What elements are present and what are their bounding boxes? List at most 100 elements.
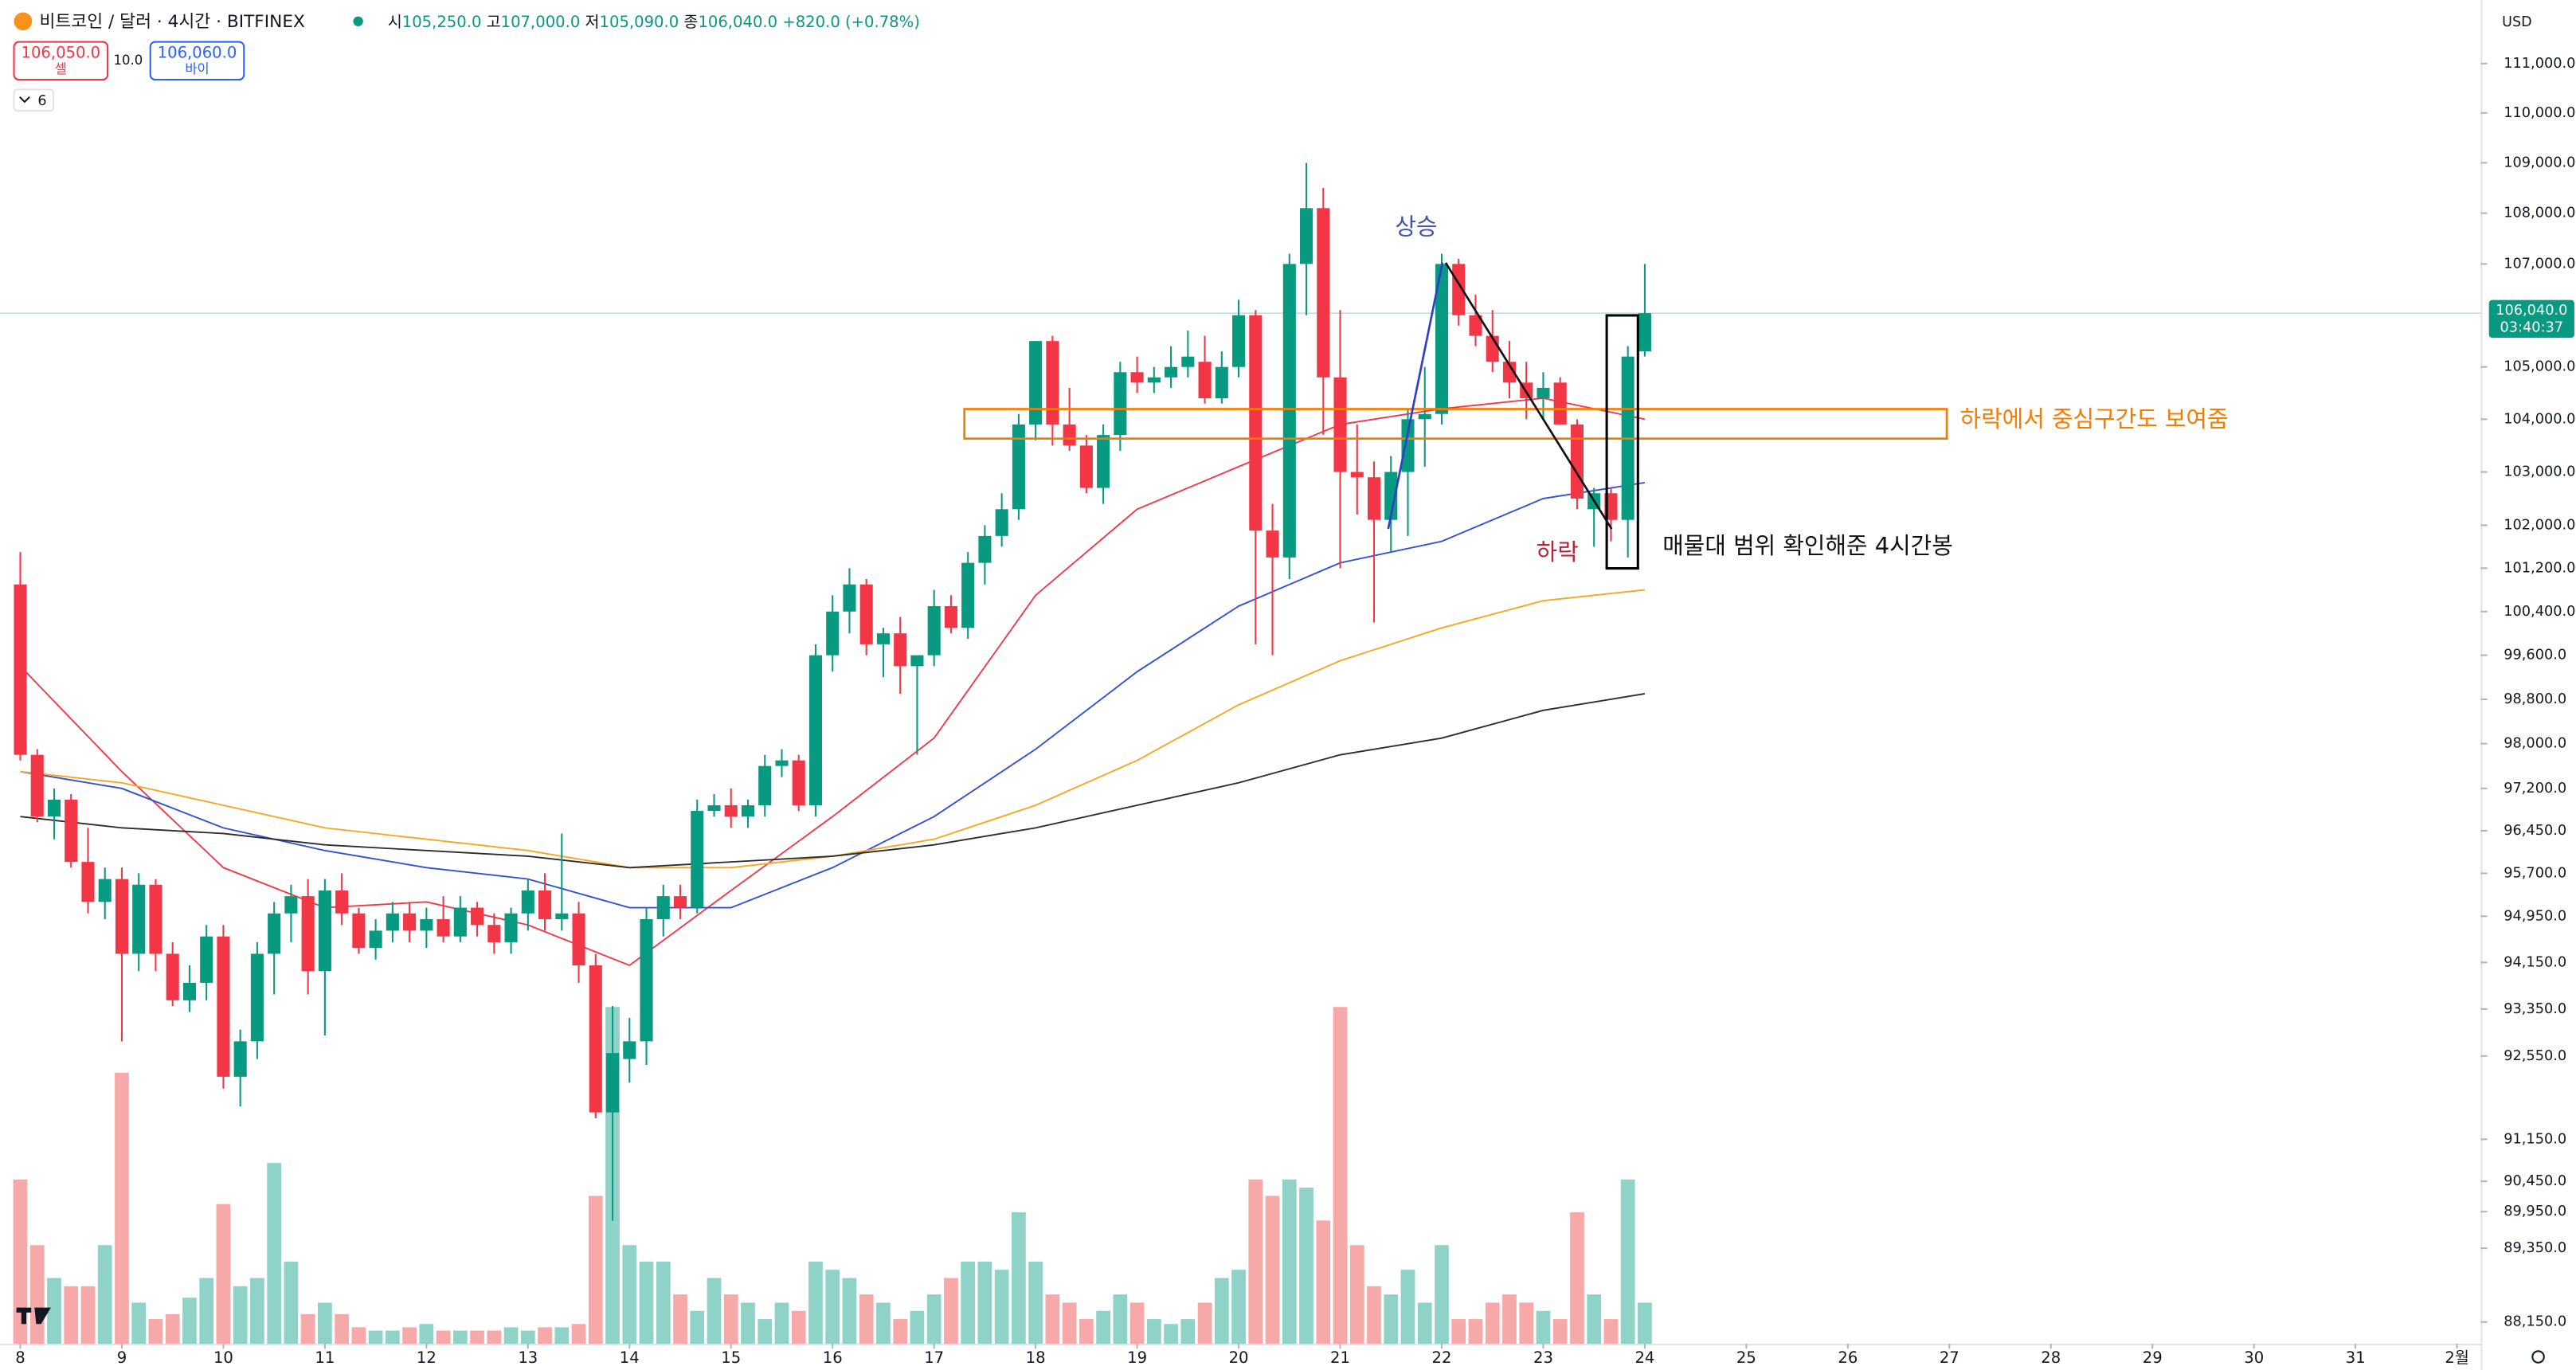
candle-body [1130, 372, 1144, 383]
candle-body [1232, 315, 1246, 367]
volume-bar [1570, 1212, 1584, 1345]
ohlc-legend: 시105,250.0 고107,000.0 저105,090.0 종106,04… [388, 12, 920, 30]
candle-body [1147, 377, 1161, 383]
candle-body [81, 862, 95, 902]
volume-bar [1417, 1302, 1432, 1345]
volume-bar [842, 1278, 857, 1345]
x-tick-label: 18 [1026, 1348, 1046, 1367]
volume-bar [385, 1330, 400, 1345]
annotation: 매물대 범위 확인해준 4시간봉 [1662, 532, 1953, 559]
volume-bar [1079, 1319, 1094, 1345]
x-tick-label: 31 [2346, 1348, 2366, 1367]
currency[interactable]: USD [2502, 14, 2531, 30]
candle-body [250, 953, 264, 1042]
x-tick-label: 14 [620, 1348, 640, 1367]
candle-body [335, 890, 349, 914]
candle-body [369, 930, 382, 949]
volume-bar [165, 1313, 180, 1345]
candle-body [1046, 341, 1059, 425]
x-tick-label: 26 [1838, 1348, 1858, 1367]
candle-body [352, 913, 366, 949]
candle-body [995, 509, 1008, 536]
volume-bar [233, 1286, 248, 1345]
candle-body [98, 879, 112, 902]
volume-bar [1282, 1179, 1297, 1345]
candle-body [200, 936, 213, 983]
symbol-title[interactable]: 비트코인 / 달러 · 4시간 · BITFINEX [40, 12, 306, 32]
x-tick-label: 12 [417, 1348, 437, 1367]
candle-body [1333, 377, 1347, 472]
buy-button[interactable] [149, 41, 245, 81]
candle-body [1350, 472, 1364, 478]
volume-bar [13, 1179, 28, 1345]
volume-bar [1028, 1261, 1043, 1345]
candle-body [1063, 424, 1076, 446]
x-tick-label: 20 [1229, 1348, 1249, 1367]
settings-icon[interactable] [2531, 1350, 2545, 1364]
candle-body [572, 913, 585, 966]
y-tick-label: 101,200.0 [2504, 560, 2575, 576]
candle-body [1435, 264, 1449, 414]
sell-label[interactable]: 셀 [55, 61, 67, 76]
countdown-label: 03:40:37 [2500, 320, 2564, 336]
candle-body [65, 799, 78, 863]
volume-bar [1045, 1294, 1060, 1345]
volume-bar [926, 1294, 942, 1345]
volume-bar [1485, 1302, 1500, 1345]
candle-body [14, 584, 27, 755]
candle-body [1079, 445, 1093, 488]
y-tick-label: 88,150.0 [2504, 1314, 2566, 1330]
x-tick-label: 21 [1330, 1348, 1350, 1367]
candle-body [1418, 413, 1431, 420]
buy-label[interactable]: 바이 [185, 61, 209, 76]
y-tick-label: 109,000.0 [2504, 155, 2575, 170]
volume-bar [1400, 1270, 1415, 1345]
candle-body [538, 890, 552, 919]
candle-body [420, 918, 433, 931]
volume-bar [1349, 1245, 1364, 1345]
candle-body [673, 896, 687, 908]
volume-bar [1316, 1220, 1331, 1345]
volume-bar [402, 1327, 417, 1345]
volume-bar [741, 1302, 755, 1345]
candle-body [233, 1041, 247, 1077]
volume-bar [1197, 1302, 1212, 1345]
candle-body [843, 584, 856, 612]
volume-bar [538, 1327, 552, 1345]
candle-body [115, 879, 129, 954]
volume-bar [182, 1298, 197, 1345]
candle-body [691, 811, 704, 908]
x-tick-label: 24 [1634, 1348, 1654, 1367]
volume-bar [588, 1196, 603, 1345]
volume-bar [47, 1278, 61, 1345]
sell-button[interactable] [13, 41, 109, 81]
volume-bar [673, 1294, 687, 1345]
buy-price[interactable]: 106,060.0 [158, 44, 237, 62]
candle-body [284, 896, 298, 914]
volume-bar [1587, 1294, 1602, 1345]
volume-bar [487, 1330, 502, 1345]
sell-price[interactable]: 106,050.0 [21, 44, 100, 62]
candle-body [910, 655, 924, 667]
indicators-toggle[interactable] [13, 88, 55, 112]
volume-bar [825, 1270, 840, 1345]
volume-bar [29, 1245, 45, 1345]
candle-highlight-box [1605, 314, 1639, 570]
candle-body [656, 896, 670, 919]
candle-body [1012, 424, 1025, 510]
indicators-count[interactable]: 6 [37, 93, 46, 109]
volume-bar [723, 1294, 738, 1345]
volume-bar [1146, 1319, 1161, 1345]
spread: 10.0 [114, 53, 143, 68]
volume-bar [977, 1261, 992, 1345]
candle-body [318, 890, 331, 972]
candle-body [437, 918, 450, 937]
trend-line-up [1387, 262, 1444, 530]
ohlc-value: 105,250.0 [402, 12, 482, 30]
plot-area [0, 162, 2481, 1345]
y-tick-label: 90,450.0 [2504, 1173, 2566, 1189]
y-tick-label: 107,000.0 [2504, 256, 2575, 272]
volume-bar [335, 1313, 349, 1345]
volume-bar [876, 1302, 891, 1345]
y-tick-label: 96,450.0 [2504, 823, 2566, 839]
